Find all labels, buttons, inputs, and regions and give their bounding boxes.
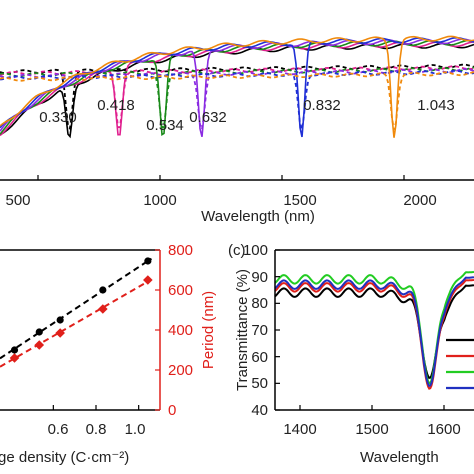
panel-c-x-axis-label: Wavelength bbox=[360, 449, 439, 466]
panel-c-tick-marks bbox=[275, 249, 445, 411]
panel-b: 0.6 0.8 1.0 800 600 400 200 0 Period (nm… bbox=[0, 242, 217, 466]
data-point-diamond bbox=[34, 340, 45, 350]
panel-c-x-tick-1400: 1400 bbox=[283, 421, 316, 438]
panel-a-tick-label-1000: 1000 bbox=[143, 192, 176, 209]
panel-a-x-axis-label: Wavelength (nm) bbox=[201, 208, 315, 225]
panel-c-curves bbox=[274, 270, 474, 390]
fit-line-1 bbox=[0, 278, 152, 368]
panel-b-x-ticks: 0.6 0.8 1.0 bbox=[48, 421, 146, 438]
panel-c-y-ticks: 100 90 80 70 60 50 40 bbox=[243, 242, 268, 419]
spectrum-dashed-0.418 bbox=[0, 65, 474, 129]
dip-label-1043: 1.043 bbox=[417, 97, 455, 114]
dip-label-0832: 0.832 bbox=[303, 97, 341, 114]
panel-c-y-tick-80: 80 bbox=[251, 295, 268, 312]
spectrum-dashed-0.832 bbox=[0, 69, 474, 130]
panel-b-x-axis-label: ge density (C·cm⁻²) bbox=[0, 449, 129, 466]
panel-b-y2-tick-0: 0 bbox=[168, 402, 176, 419]
dip-label-0632: 0.632 bbox=[189, 109, 227, 126]
panel-b-y2-tick-200: 200 bbox=[168, 362, 193, 379]
panel-c-y-tick-90: 90 bbox=[251, 269, 268, 286]
transmittance-curve-2 bbox=[274, 270, 474, 385]
spectrum-dashed-1.043 bbox=[0, 71, 474, 131]
panel-c-y-tick-100: 100 bbox=[243, 242, 268, 259]
fit-line-0 bbox=[0, 257, 153, 360]
panel-b-y2-tick-400: 400 bbox=[168, 322, 193, 339]
panel-c-x-tick-1500: 1500 bbox=[355, 421, 388, 438]
data-point-circle bbox=[56, 316, 64, 324]
panel-c: (c) 100 90 80 70 60 50 40 1400 1500 1600… bbox=[228, 242, 474, 466]
panel-b-tick-marks bbox=[52, 249, 160, 411]
panel-b-x-tick-0.8: 0.8 bbox=[86, 421, 107, 438]
panel-c-y-axis-label: Transmittance (%) bbox=[234, 269, 251, 391]
dip-label-0330: 0.330 bbox=[39, 109, 77, 126]
transmittance-curve-3 bbox=[274, 276, 474, 388]
transmittance-curve-0 bbox=[274, 284, 474, 380]
panel-a-curves bbox=[0, 35, 474, 139]
panel-a-x-ticks: 500 1000 1500 2000 bbox=[5, 175, 437, 209]
panel-a-tick-label-500: 500 bbox=[5, 192, 30, 209]
data-point-circle bbox=[144, 257, 152, 265]
transmittance-curve-1 bbox=[274, 278, 474, 390]
panel-b-y2-axis-label: Period (nm) bbox=[200, 291, 217, 369]
data-point-circle bbox=[99, 286, 107, 294]
panel-c-x-tick-1600: 1600 bbox=[427, 421, 460, 438]
panel-b-right-ticks: 800 600 400 200 0 bbox=[168, 242, 193, 419]
panel-a: 500 1000 1500 2000 Wavelength (nm) 0.330… bbox=[0, 35, 474, 225]
panel-b-x-tick-1.0: 1.0 bbox=[125, 421, 146, 438]
panel-b-y2-tick-800: 800 bbox=[168, 242, 193, 259]
panel-c-letter: (c) bbox=[228, 242, 246, 259]
panel-c-y-tick-40: 40 bbox=[251, 402, 268, 419]
panel-c-y-tick-70: 70 bbox=[251, 322, 268, 339]
panel-b-plot bbox=[0, 257, 153, 368]
dip-labels: 0.330 0.418 0.534 0.632 0.832 1.043 bbox=[39, 97, 455, 134]
spectrum-solid-0.418 bbox=[0, 41, 474, 137]
panel-c-y-tick-60: 60 bbox=[251, 349, 268, 366]
data-point-circle bbox=[35, 328, 43, 336]
panel-c-legend bbox=[446, 338, 474, 390]
data-point-circle bbox=[10, 346, 19, 354]
spectrum-solid-0.330 bbox=[0, 42, 474, 139]
panel-a-tick-label-1500: 1500 bbox=[283, 192, 316, 209]
panel-a-tick-label-2000: 2000 bbox=[403, 192, 436, 209]
spectrum-solid-1.043 bbox=[0, 35, 474, 138]
data-point-diamond bbox=[143, 275, 153, 285]
panel-c-y-tick-50: 50 bbox=[251, 375, 268, 392]
dip-label-0534: 0.534 bbox=[146, 117, 184, 134]
panel-c-x-ticks: 1400 1500 1600 bbox=[283, 421, 460, 438]
panel-b-x-tick-0.6: 0.6 bbox=[48, 421, 69, 438]
panel-b-y2-tick-600: 600 bbox=[168, 282, 193, 299]
dip-label-0418: 0.418 bbox=[97, 97, 135, 114]
